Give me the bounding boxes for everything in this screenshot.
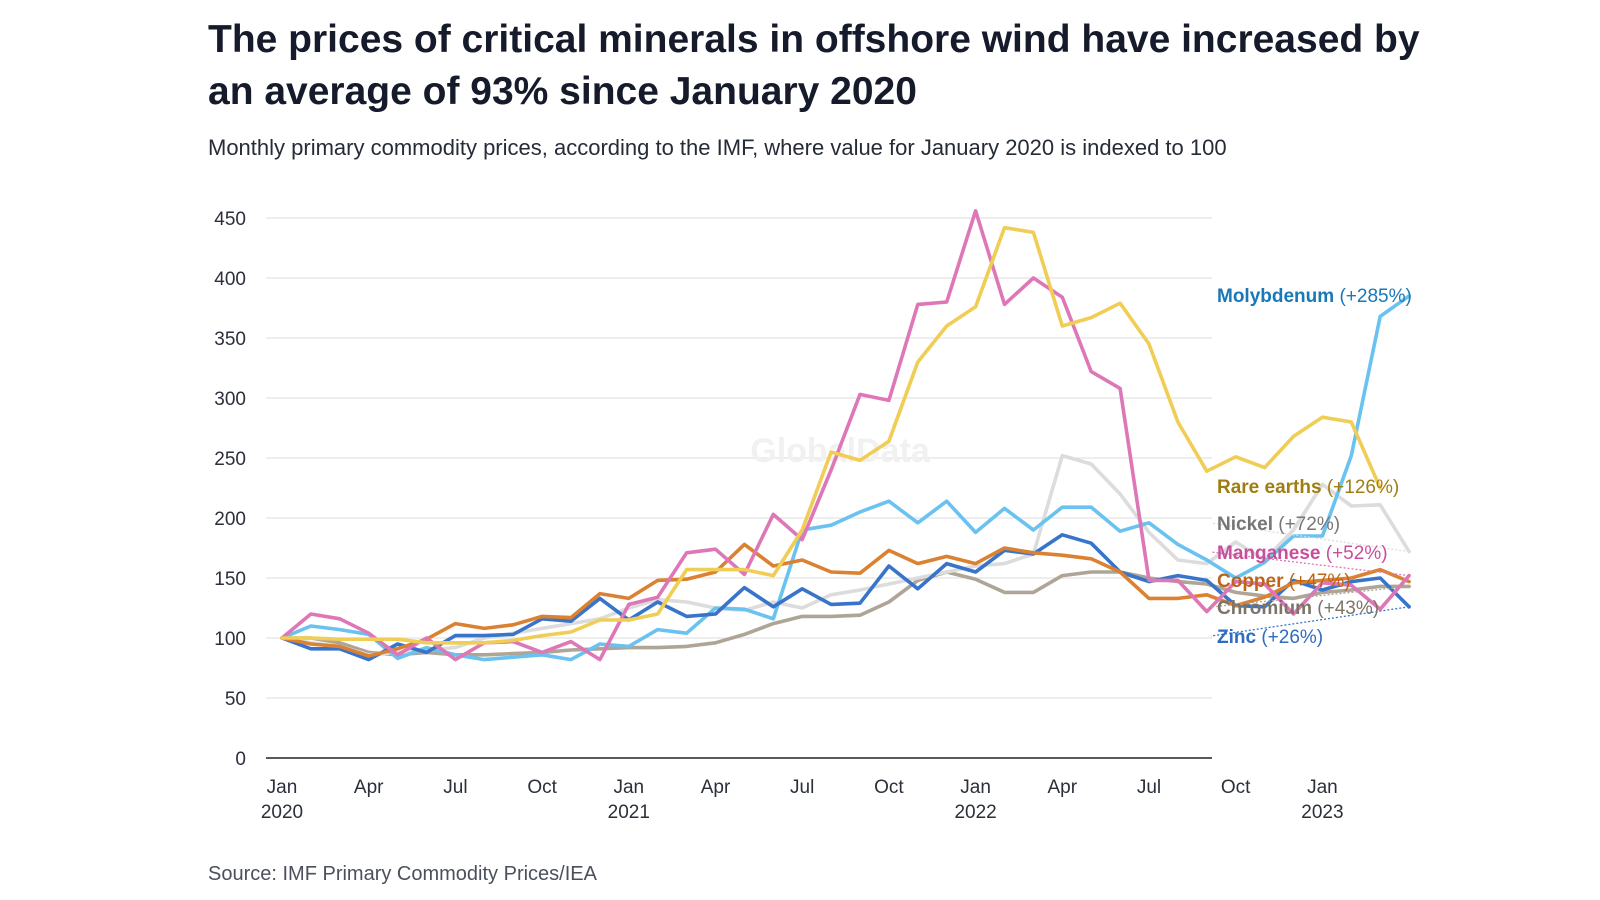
series-label-molybdenum: Molybdenum (+285%)	[1217, 286, 1412, 307]
series-line-manganese	[280, 209, 1411, 662]
x-tick-label: Apr	[1048, 777, 1078, 798]
x-tick-label: Jan	[960, 777, 991, 798]
series-change: (+47%)	[1284, 571, 1351, 592]
series-name: Molybdenum	[1217, 286, 1334, 307]
source-note: Source: IMF Primary Commodity Prices/IEA	[208, 863, 597, 885]
series-line-rare-earths	[280, 225, 1382, 645]
x-tick-year-label: 2023	[1301, 802, 1343, 823]
series-name: Chromium	[1217, 598, 1312, 619]
x-tick-year-label: 2020	[261, 802, 303, 823]
series-line-copper	[280, 542, 1411, 658]
series-labels: Chromium (+43%) Nickel (+72%) Molybdenum (…	[1217, 286, 1412, 648]
series-label-chromium: Chromium (+43%)	[1217, 598, 1379, 619]
series-name: Zinc	[1217, 627, 1256, 648]
series-label-copper: Copper (+47%)	[1217, 571, 1351, 592]
series-lines	[280, 209, 1411, 662]
y-tick-label: 150	[214, 569, 246, 590]
x-tick-label: Oct	[1221, 777, 1251, 798]
series-line-chromium	[280, 570, 1411, 657]
y-tick-label: 50	[225, 689, 246, 710]
y-tick-label: 250	[214, 449, 246, 470]
y-tick-label: 300	[214, 389, 246, 410]
x-tick-label: Apr	[701, 777, 731, 798]
series-line-molybdenum	[280, 294, 1411, 662]
watermark-text: GlobalData	[750, 432, 931, 470]
label-connector-chromium	[1210, 585, 1410, 608]
series-change: (+126%)	[1322, 477, 1400, 498]
series-change: (+26%)	[1256, 627, 1323, 648]
series-name: Nickel	[1217, 514, 1273, 535]
x-axis-ticks: Jan 2020 Apr Jul Oct Jan 2021 Apr Jul Oct Jan 2022 A…	[261, 777, 1344, 823]
grid-lines	[266, 217, 1212, 759]
chart-subtitle: Monthly primary commodity prices, accord…	[208, 135, 1227, 160]
x-tick-year-label: 2021	[608, 802, 650, 823]
series-name: Manganese	[1217, 543, 1320, 564]
y-tick-label: 100	[214, 629, 246, 650]
series-change: (+43%)	[1312, 598, 1379, 619]
y-tick-label: 400	[214, 269, 246, 290]
y-tick-label: 0	[235, 749, 246, 770]
series-label-manganese: Manganese (+52%)	[1217, 543, 1388, 564]
y-tick-label: 450	[214, 209, 246, 230]
y-tick-label: 200	[214, 509, 246, 530]
label-connector-zinc	[1210, 606, 1410, 637]
series-line-zinc	[280, 532, 1411, 662]
series-label-nickel: Nickel (+72%)	[1217, 514, 1340, 535]
x-tick-label: Jul	[1137, 777, 1161, 798]
x-tick-label: Jan	[1307, 777, 1338, 798]
x-tick-label: Jul	[790, 777, 814, 798]
series-name: Rare earths	[1217, 477, 1322, 498]
x-tick-label: Oct	[874, 777, 904, 798]
x-tick-label: Jul	[443, 777, 467, 798]
y-tick-label: 350	[214, 329, 246, 350]
x-tick-label: Jan	[267, 777, 298, 798]
label-connector-nickel	[1210, 522, 1410, 553]
series-name: Copper	[1217, 571, 1284, 592]
series-change: (+52%)	[1320, 543, 1387, 564]
series-change: (+72%)	[1273, 514, 1340, 535]
series-label-rare-earths: Rare earths (+126%)	[1217, 477, 1399, 498]
series-change: (+285%)	[1334, 286, 1412, 307]
x-tick-label: Apr	[354, 777, 384, 798]
series-label-zinc: Zinc (+26%)	[1217, 627, 1323, 648]
label-connector-manganese	[1210, 551, 1410, 577]
label-connectors	[1210, 522, 1410, 637]
y-axis-ticks: 0 50 100 150 200 250 300 350 400 450	[214, 209, 246, 770]
x-tick-label: Oct	[527, 777, 557, 798]
chart-title: The prices of critical minerals in offsh…	[208, 18, 1420, 113]
x-tick-year-label: 2022	[954, 802, 996, 823]
x-tick-label: Jan	[613, 777, 644, 798]
